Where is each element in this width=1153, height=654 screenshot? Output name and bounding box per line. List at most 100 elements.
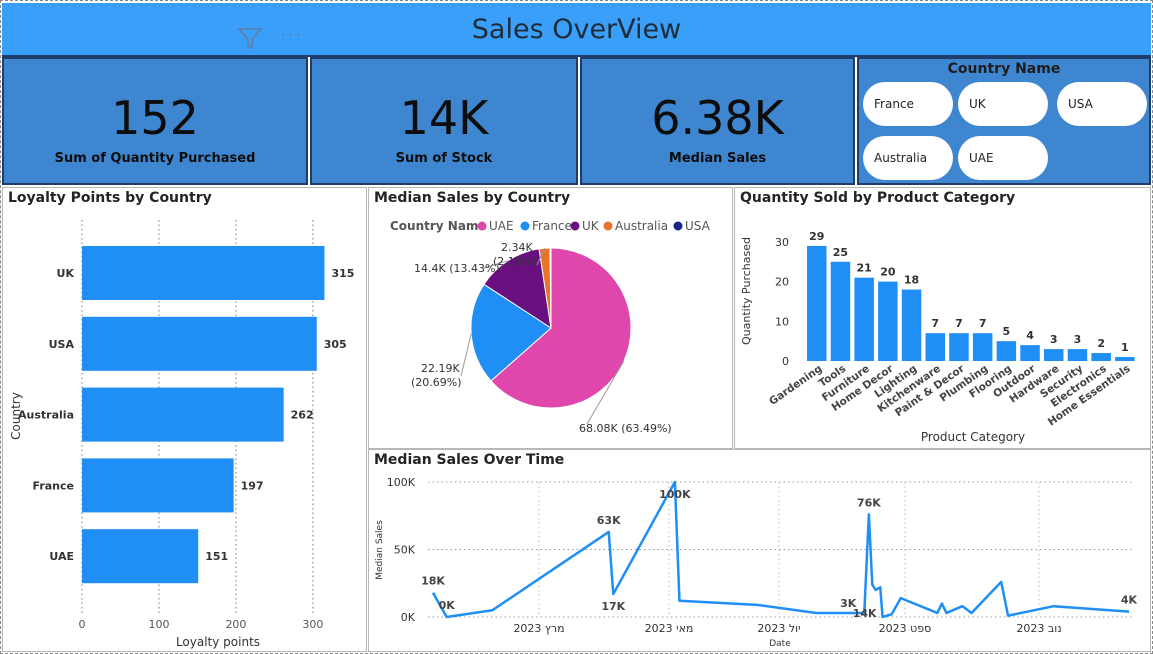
slicer-option-usa[interactable]: USA: [1057, 82, 1147, 126]
kpi-card-stock: 14K Sum of Stock: [310, 57, 578, 185]
slicer-option-france[interactable]: France: [863, 82, 953, 126]
data-label: 7: [931, 317, 939, 330]
kpi-label: Sum of Quantity Purchased: [54, 151, 256, 166]
data-label: 305: [324, 338, 347, 351]
bar: [82, 458, 234, 513]
x-tick-label: נוב 2023: [1016, 622, 1061, 635]
x-tick-label: 200: [225, 618, 246, 631]
legend-marker: [603, 221, 613, 231]
median-sales-line-chart: 0K 50K 100K מרץ 2023 מאי 2023 יול 2023 ספט 202…: [375, 476, 1138, 649]
x-tick-label: Gardening: [767, 363, 824, 408]
data-label: 3: [1050, 333, 1058, 346]
median-sales-pie-chart: Country Name UAE France UK Australia USA 68.08…: [390, 219, 711, 435]
data-label: 3K: [840, 597, 857, 610]
data-label: 29: [809, 230, 824, 243]
legend-title: Country Name: [390, 219, 487, 233]
x-axis-label: Product Category: [921, 430, 1025, 444]
data-label: 22.19K: [421, 362, 460, 375]
data-label: 76K: [857, 496, 881, 509]
data-label: 68.08K (63.49%): [579, 422, 672, 435]
series-line: [431, 480, 1130, 619]
bar: [901, 289, 922, 361]
chart-title: Median Sales by Country: [374, 190, 571, 206]
bar: [854, 277, 874, 361]
leader-line: [536, 248, 546, 266]
x-axis-label: Date: [769, 639, 791, 649]
pie-slice: [483, 248, 552, 330]
bar: [82, 387, 284, 442]
bar: [830, 261, 851, 361]
bar: [807, 245, 827, 361]
median-sales-pie-panel: Median Sales by Country Country Name UAE F…: [368, 187, 733, 449]
kpi-label: Sum of Stock: [395, 151, 493, 166]
slicer-option-uae[interactable]: UAE: [958, 136, 1048, 180]
data-label: 21: [856, 262, 871, 275]
data-label: 20: [880, 266, 896, 279]
data-label: 262: [291, 409, 314, 422]
bar: [972, 333, 993, 361]
page-title: Sales OverView: [471, 14, 682, 45]
data-label: (20.69%): [411, 376, 462, 389]
loyalty-chart-panel: Loyalty Points by Country 0 100 200 300 UK 31…: [2, 187, 367, 652]
data-label: 18: [904, 274, 919, 287]
category-chart-panel: Quantity Sold by Product Category 0 10 20 3…: [734, 187, 1151, 449]
loyalty-chart: 0 100 200 300 UK 315 USA 305 Australia 262 France 1…: [9, 220, 354, 649]
leader-line: [586, 360, 625, 425]
data-label: 3: [1074, 333, 1082, 346]
x-tick-label: מאי 2023: [645, 622, 694, 635]
legend-entry: UAE: [489, 219, 514, 233]
bar: [1044, 349, 1064, 361]
kpi-label: Median Sales: [668, 151, 767, 166]
y-tick-label: UK: [57, 267, 75, 280]
y-tick-label: USA: [49, 338, 75, 351]
legend-marker: [477, 221, 487, 231]
data-label: 4K: [1121, 594, 1138, 607]
leader-line: [483, 260, 508, 269]
bar: [82, 529, 199, 584]
bar: [996, 341, 1017, 361]
legend-entry: UK: [582, 219, 600, 233]
slicer-option-uk[interactable]: UK: [958, 82, 1048, 126]
y-axis-label: Median Sales: [375, 520, 385, 580]
slicer-option-australia[interactable]: Australia: [863, 136, 953, 180]
x-axis-label: Loyalty points: [176, 635, 260, 649]
y-tick-label: 50K: [394, 544, 416, 557]
data-label: 7: [955, 317, 963, 330]
y-tick-label: Australia: [18, 409, 74, 422]
data-label: 2: [1097, 337, 1105, 350]
data-label: 5: [1003, 325, 1011, 338]
y-axis-label: Country: [9, 392, 23, 440]
data-label: 197: [241, 479, 264, 492]
bar: [82, 316, 317, 371]
data-label: 14.4K (13.43%): [414, 262, 500, 275]
bar: [925, 333, 945, 361]
data-label: 100K: [659, 488, 691, 501]
x-tick-label: 100: [148, 618, 169, 631]
y-tick-label: 0: [782, 355, 789, 368]
slicer-title: Country Name: [947, 61, 1061, 77]
legend-entry: USA: [685, 219, 711, 233]
data-label: 0K: [439, 599, 456, 612]
chart-title: Quantity Sold by Product Category: [740, 190, 1016, 206]
bar: [1091, 353, 1111, 361]
pie-slice: [470, 283, 552, 382]
legend-marker: [570, 221, 580, 231]
country-slicer: Country Name France UK USA Australia UAE: [857, 57, 1151, 185]
data-label: 4: [1026, 329, 1034, 342]
y-tick-label: UAE: [49, 550, 74, 563]
filter-icon[interactable]: [237, 27, 263, 51]
leader-line: [460, 333, 472, 377]
legend-marker: [673, 221, 683, 231]
x-tick-label: 0: [79, 618, 86, 631]
chart-title: Loyalty Points by Country: [8, 190, 212, 206]
more-options-icon[interactable]: ···: [280, 25, 304, 46]
data-label: 2.34K: [501, 241, 533, 254]
report-header: Sales OverView ···: [2, 3, 1151, 57]
pie-slice: [549, 247, 552, 329]
y-tick-label: 20: [775, 276, 789, 289]
y-axis-label: Quantity Purchased: [740, 237, 753, 345]
bar: [1020, 345, 1040, 361]
kpi-value: 14K: [399, 91, 489, 145]
bar: [878, 281, 898, 361]
kpi-card-quantity: 152 Sum of Quantity Purchased: [2, 57, 308, 185]
